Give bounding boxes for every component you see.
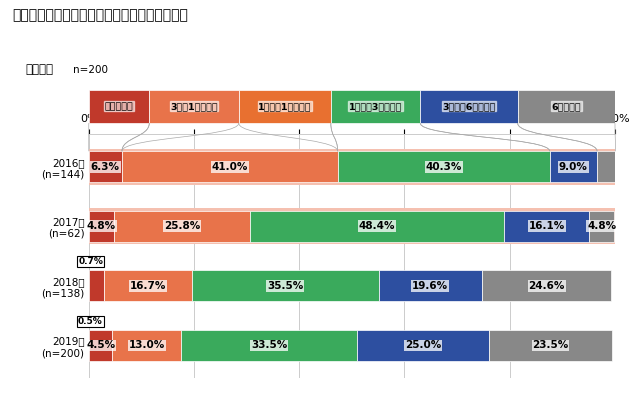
Bar xyxy=(505,211,589,242)
Bar xyxy=(378,270,482,301)
Text: 13.0%: 13.0% xyxy=(129,340,165,351)
Bar xyxy=(89,90,149,123)
Bar xyxy=(338,151,550,182)
Bar xyxy=(250,211,505,242)
Bar xyxy=(89,208,615,244)
Bar xyxy=(89,330,112,361)
Text: 16.1%: 16.1% xyxy=(529,221,565,231)
Text: 9.0%: 9.0% xyxy=(559,162,588,172)
Bar xyxy=(114,211,250,242)
Bar xyxy=(597,151,616,182)
Text: 3ヵ月～6ヵ月未満: 3ヵ月～6ヵ月未満 xyxy=(443,102,496,111)
Bar xyxy=(122,151,338,182)
Text: 3日～1週間未満: 3日～1週間未満 xyxy=(170,102,218,111)
Bar xyxy=(489,330,612,361)
Bar xyxy=(149,90,239,123)
Bar xyxy=(589,211,614,242)
Text: 25.8%: 25.8% xyxy=(164,221,200,231)
Bar xyxy=(192,270,378,301)
Text: 40.3%: 40.3% xyxy=(425,162,462,172)
Bar xyxy=(517,90,615,123)
Text: 当日～翌日: 当日～翌日 xyxy=(105,102,133,111)
Text: 6ヵ月以上: 6ヵ月以上 xyxy=(552,102,581,111)
Bar xyxy=(89,270,104,301)
Text: 1週間～1ヵ月未満: 1週間～1ヵ月未満 xyxy=(258,102,311,111)
Text: 33.5%: 33.5% xyxy=(251,340,287,351)
Text: 0.5%: 0.5% xyxy=(78,317,103,326)
Bar xyxy=(104,270,192,301)
Text: 4.8%: 4.8% xyxy=(587,221,616,231)
Bar xyxy=(112,330,181,361)
Bar xyxy=(331,90,420,123)
Bar xyxy=(420,90,517,123)
Bar xyxy=(89,149,615,185)
Text: 23.5%: 23.5% xyxy=(533,340,569,351)
Text: 19.6%: 19.6% xyxy=(412,281,448,291)
Bar xyxy=(89,151,122,182)
Bar xyxy=(550,151,597,182)
Text: 6.3%: 6.3% xyxy=(91,162,120,172)
Text: 25.0%: 25.0% xyxy=(404,340,441,351)
Bar xyxy=(482,270,611,301)
Text: 35.5%: 35.5% xyxy=(267,281,304,291)
Text: 4.5%: 4.5% xyxy=(86,340,115,351)
Bar xyxy=(357,330,489,361)
Text: （売買）: （売買） xyxy=(25,63,53,76)
Text: 41.0%: 41.0% xyxy=(212,162,248,172)
Bar xyxy=(181,330,357,361)
Text: 24.6%: 24.6% xyxy=(528,281,565,291)
Text: 問合せをしてから契約までにかかった期間は？: 問合せをしてから契約までにかかった期間は？ xyxy=(13,8,188,22)
Text: 4.8%: 4.8% xyxy=(87,221,116,231)
Text: n=200: n=200 xyxy=(73,65,108,75)
Text: 16.7%: 16.7% xyxy=(130,281,166,291)
Bar xyxy=(89,211,114,242)
Text: 1ヵ月～3ヵ月未満: 1ヵ月～3ヵ月未満 xyxy=(349,102,402,111)
Text: 0.7%: 0.7% xyxy=(78,257,103,266)
Bar xyxy=(239,90,331,123)
Text: 48.4%: 48.4% xyxy=(359,221,396,231)
